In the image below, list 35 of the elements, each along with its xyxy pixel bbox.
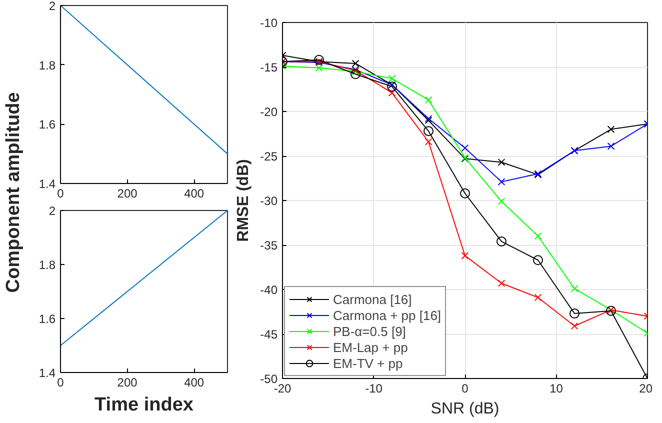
y-tick-label: -35 xyxy=(260,238,278,252)
x-tick-label: 0 xyxy=(57,186,64,200)
y-axis-title: Component amplitude xyxy=(3,92,24,293)
x-tick-label: -10 xyxy=(365,382,383,396)
x-tick-label: 0 xyxy=(462,382,469,396)
x-tick-label: 200 xyxy=(117,186,138,200)
x-tick-label: 10 xyxy=(550,382,564,396)
y-tick-label: -25 xyxy=(260,150,278,164)
x-tick-label: 200 xyxy=(117,376,138,390)
legend-label: Carmona + pp [16] xyxy=(333,307,442,323)
y-tick-label: 2 xyxy=(48,0,56,13)
y-tick-label: 1.4 xyxy=(38,177,56,191)
y-tick-label: 2 xyxy=(48,204,56,218)
legend-label: EM-TV + pp xyxy=(333,355,403,371)
x-axis-title: Time index xyxy=(94,394,194,416)
y-tick-label: -10 xyxy=(260,16,278,30)
y-tick-label: -15 xyxy=(260,60,278,74)
y-tick-label: 1.4 xyxy=(38,366,56,380)
x-axis-title: SNR (dB) xyxy=(430,400,500,418)
y-tick-label: 1.8 xyxy=(38,258,56,272)
legend-label: PB-α=0.5 [9] xyxy=(333,323,406,339)
x-tick-label: 0 xyxy=(57,376,64,390)
x-tick-label: 400 xyxy=(184,376,204,390)
y-tick-label: -40 xyxy=(260,283,278,297)
y-tick-label: -30 xyxy=(260,194,278,208)
y-tick-label: 1.6 xyxy=(38,312,56,326)
x-tick-label: 400 xyxy=(184,186,204,200)
y-tick-label: 1.6 xyxy=(38,118,56,132)
x-tick-label: 20 xyxy=(639,382,653,396)
y-axis-title: RMSE (dB) xyxy=(235,159,252,242)
y-tick-label: 1.8 xyxy=(38,58,56,72)
legend-label: Carmona [16] xyxy=(333,291,412,307)
y-tick-label: -20 xyxy=(260,105,278,119)
legend-label: EM-Lap + pp xyxy=(333,339,408,355)
y-tick-label: -45 xyxy=(260,328,278,342)
